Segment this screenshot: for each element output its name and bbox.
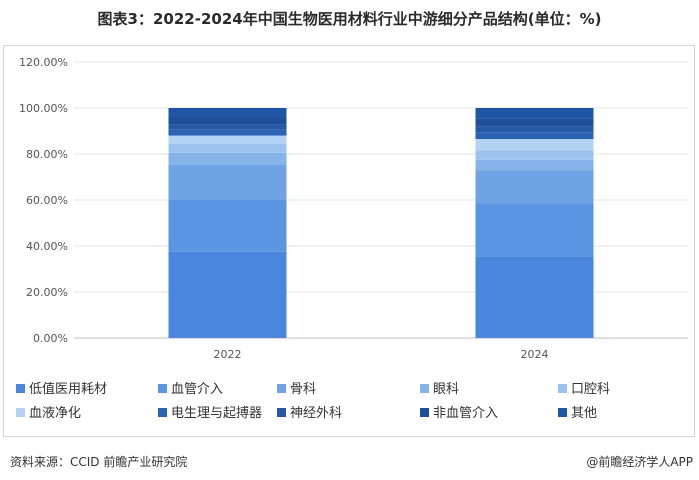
credit-note: @前瞻经济学人APP [586, 455, 693, 469]
bar-segment [168, 135, 287, 144]
bar-segment [168, 200, 287, 252]
legend-swatch [158, 384, 167, 393]
legend-label: 血液净化 [29, 406, 81, 421]
bar-segment [168, 116, 287, 125]
y-tick-label: 20.00% [26, 286, 68, 299]
bar-segment [168, 251, 287, 338]
y-tick-label: 0.00% [33, 332, 68, 345]
legend-swatch [16, 408, 25, 417]
bar-segment [168, 108, 287, 117]
bar-segment [475, 132, 594, 140]
legend-label: 低值医用耗材 [29, 381, 107, 397]
legend-label: 非血管介入 [433, 406, 498, 421]
legend-label: 电生理与起搏器 [171, 405, 262, 421]
bar-segment [475, 108, 594, 119]
legend-label: 血管介入 [171, 382, 223, 397]
y-tick-label: 100.00% [19, 102, 68, 115]
legend-swatch [16, 384, 25, 393]
bar-segment [475, 159, 594, 171]
legend-label: 口腔科 [571, 382, 610, 397]
bar-segment [475, 256, 594, 338]
legend-swatch [558, 408, 567, 417]
legend-label: 眼科 [433, 382, 459, 397]
chart-frame [3, 45, 695, 437]
bar-segment [475, 139, 594, 151]
legend-label: 其他 [571, 406, 597, 421]
x-tick-label: 2024 [521, 348, 549, 361]
chart-title: 图表3：2022-2024年中国生物医用材料行业中游细分产品结构(单位：%) [97, 10, 602, 28]
legend-swatch [558, 384, 567, 393]
bar-segment [168, 129, 287, 136]
legend-label: 神经外科 [290, 406, 342, 421]
legend-swatch [277, 408, 286, 417]
legend-swatch [420, 384, 429, 393]
y-tick-label: 80.00% [26, 148, 68, 161]
legend-swatch [277, 384, 286, 393]
bar-segment [475, 203, 594, 257]
legend-label: 骨科 [290, 382, 316, 397]
x-tick-label: 2022 [214, 348, 242, 361]
legend-swatch [158, 408, 167, 417]
bar-segment [168, 143, 287, 153]
y-tick-label: 60.00% [26, 194, 68, 207]
bar-segment [475, 126, 594, 133]
bar-segment [168, 124, 287, 130]
bar-segment [168, 152, 287, 165]
source-note: 资料来源：CCID 前瞻产业研究院 [10, 455, 188, 469]
y-tick-label: 40.00% [26, 240, 68, 253]
y-tick-label: 120.00% [19, 56, 68, 69]
bar-segment [168, 164, 287, 200]
bar-segment [475, 170, 594, 204]
bar-segment [475, 150, 594, 160]
bar-segment [475, 118, 594, 127]
legend-swatch [420, 408, 429, 417]
